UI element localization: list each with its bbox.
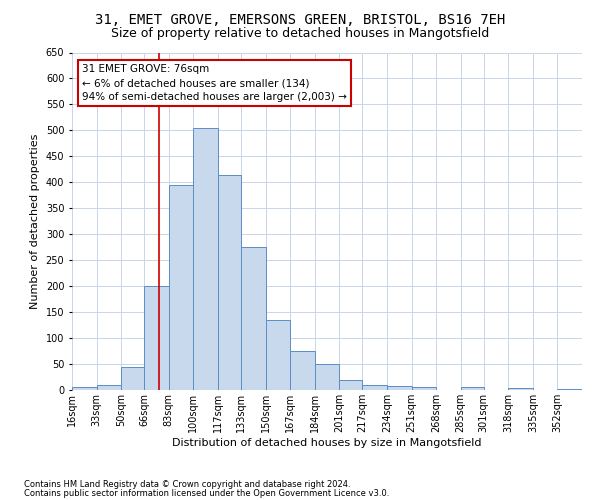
Bar	[193, 128, 218, 390]
Bar	[557, 389, 582, 390]
Text: 31, EMET GROVE, EMERSONS GREEN, BRISTOL, BS16 7EH: 31, EMET GROVE, EMERSONS GREEN, BRISTOL,…	[95, 12, 505, 26]
Bar	[315, 364, 339, 390]
Text: 31 EMET GROVE: 76sqm
← 6% of detached houses are smaller (134)
94% of semi-detac: 31 EMET GROVE: 76sqm ← 6% of detached ho…	[82, 64, 347, 102]
Bar	[169, 185, 193, 390]
Bar	[461, 388, 484, 390]
Text: Contains public sector information licensed under the Open Government Licence v3: Contains public sector information licen…	[24, 488, 389, 498]
Bar	[508, 388, 533, 390]
X-axis label: Distribution of detached houses by size in Mangotsfield: Distribution of detached houses by size …	[172, 438, 482, 448]
Bar	[218, 174, 241, 390]
Bar	[241, 247, 266, 390]
Text: Contains HM Land Registry data © Crown copyright and database right 2024.: Contains HM Land Registry data © Crown c…	[24, 480, 350, 489]
Bar	[387, 386, 412, 390]
Bar	[290, 351, 315, 390]
Bar	[362, 385, 387, 390]
Bar	[97, 385, 121, 390]
Bar	[121, 366, 144, 390]
Bar	[412, 388, 436, 390]
Bar	[144, 286, 169, 390]
Text: Size of property relative to detached houses in Mangotsfield: Size of property relative to detached ho…	[111, 28, 489, 40]
Bar	[339, 380, 362, 390]
Y-axis label: Number of detached properties: Number of detached properties	[30, 134, 40, 309]
Bar	[266, 320, 290, 390]
Bar	[72, 388, 97, 390]
